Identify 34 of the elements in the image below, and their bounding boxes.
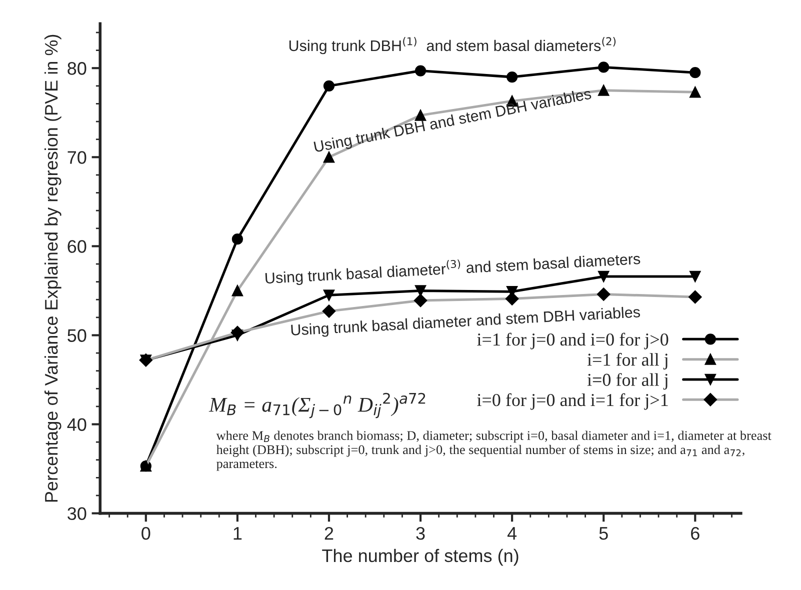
y-tick-label: 80 <box>68 62 86 75</box>
x-axis-title: The number of stems (n) <box>322 548 518 566</box>
point <box>414 285 426 296</box>
point <box>690 67 701 78</box>
point <box>598 62 610 73</box>
x-tick-label: 4 <box>507 527 517 540</box>
x-tick-label: 2 <box>324 526 334 540</box>
point <box>506 71 518 83</box>
point <box>323 290 335 301</box>
point <box>690 270 701 282</box>
annotation: Using trunk basal diameter$^{(3)}$ and stem basal diameters <box>265 250 640 287</box>
legend-label: i=1 for j=0 and i=0 for j>0 <box>477 332 668 350</box>
legend-label: i=1 for all j <box>587 352 668 370</box>
point <box>414 65 426 76</box>
text: M$_{B}$ = a$_{71}$(Σ$_{j−0}$$^{n}$ D$_{ij}$$^{2}$)$^{a72}$ <box>208 392 426 418</box>
y-axis-title: Percentage of Variance Explained by regresion (PVE in %) <box>44 34 62 502</box>
x-tick-label: 1 <box>234 527 242 540</box>
point <box>323 80 335 92</box>
point <box>232 234 243 245</box>
x-tick-label: 6 <box>691 526 700 540</box>
x-tick-label: 5 <box>599 527 608 540</box>
x-tick-label: 3 <box>416 526 425 540</box>
text: where M$_{B}$ denotes branch biomass; D, diameter; subscript i=0, basal diameter and i=1, diameter at breast height (DBH); subscript j=0, trunk and j>0, the sequential number of stems in size; and a$_{71}$ and a$_{72}$, parameters. <box>216 430 772 471</box>
annotation: Using trunk DBH and stem DBH variables <box>314 88 592 156</box>
x-tick-label: 0 <box>142 526 150 540</box>
annotation: Using trunk DBH$^{(1)}$ and stem basal diameters$^{(2)}$ <box>289 37 616 54</box>
y-tick-label: 70 <box>68 151 86 164</box>
y-tick-label: 50 <box>68 329 86 342</box>
point <box>598 270 610 282</box>
legend-label: i=0 for all j <box>587 373 668 390</box>
y-tick-label: 40 <box>67 418 86 431</box>
y-tick-label: 60 <box>68 240 86 253</box>
legend-label: i=0 for j=0 and i=1 for j>1 <box>477 393 668 410</box>
y-tick-label: 30 <box>68 507 86 520</box>
